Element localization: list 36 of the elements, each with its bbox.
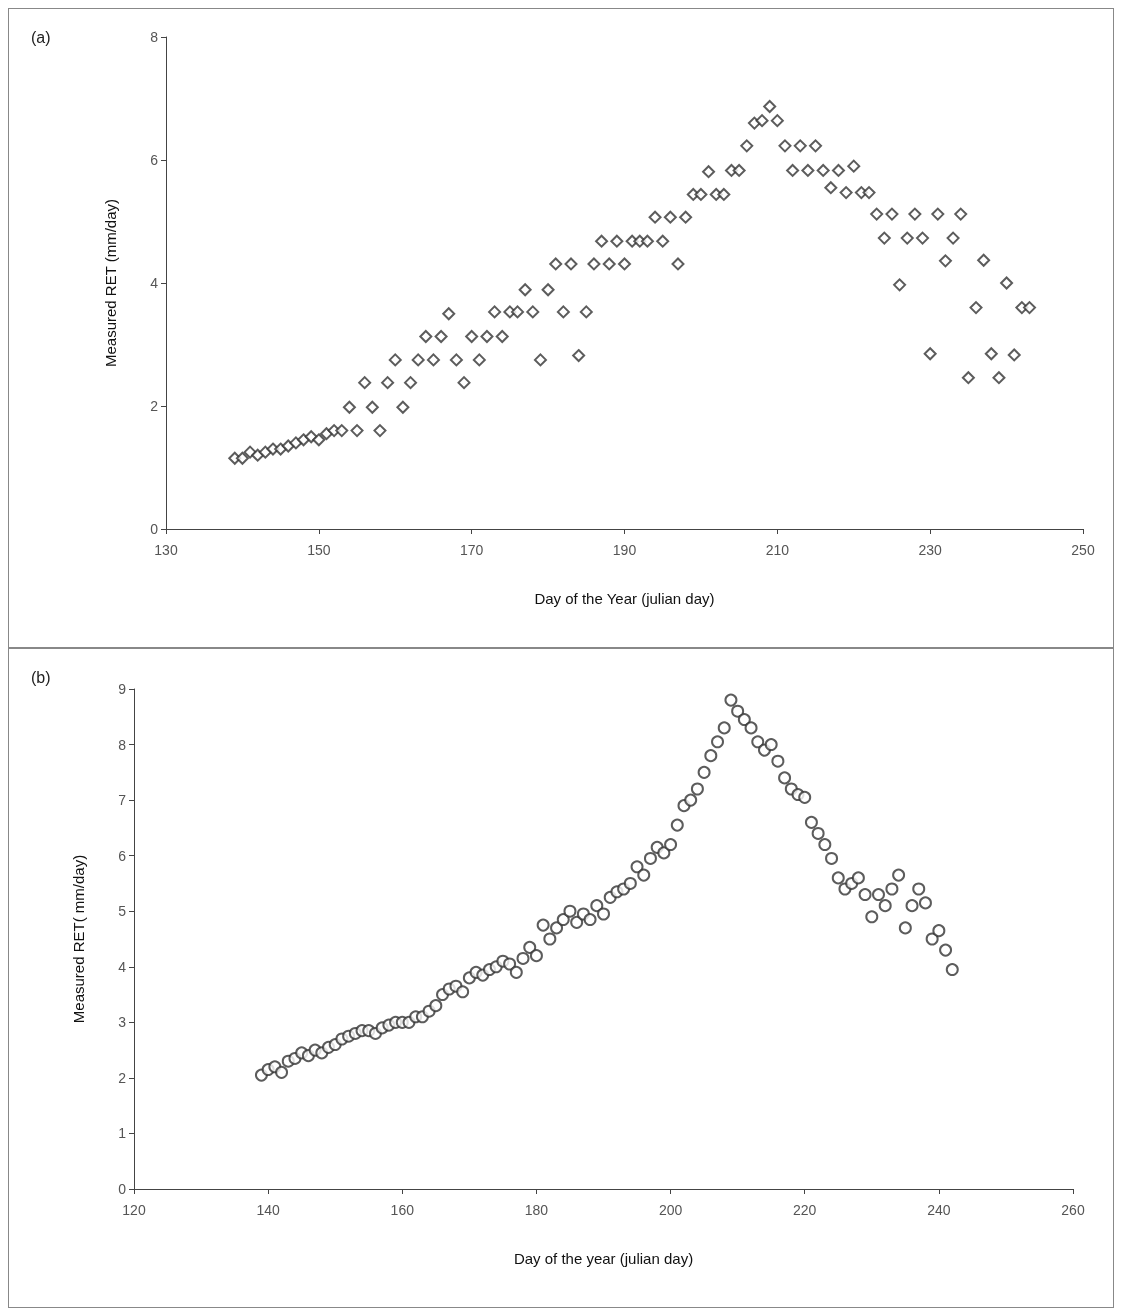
x-tick-label: 200 bbox=[658, 1202, 683, 1218]
y-tick-label: 4 bbox=[118, 958, 127, 975]
x-tick-label: 250 bbox=[1071, 542, 1095, 558]
y-tick-label: 0 bbox=[150, 521, 159, 537]
y-tick-label: 5 bbox=[118, 903, 127, 920]
x-tick-label: 240 bbox=[927, 1202, 951, 1218]
y-tick-label: 3 bbox=[118, 1014, 127, 1031]
y-tick-label: 6 bbox=[150, 152, 159, 168]
y-tick-label: 2 bbox=[150, 398, 159, 414]
x-tick-label: 170 bbox=[459, 542, 484, 558]
text: (b) bbox=[31, 668, 51, 686]
x-tick-label: 140 bbox=[256, 1202, 281, 1218]
x-tick-label: 160 bbox=[390, 1202, 415, 1218]
x-axis-title: Day of the Year (julian day) bbox=[534, 590, 715, 607]
x-tick-label: 120 bbox=[122, 1202, 146, 1218]
y-tick-label: 6 bbox=[118, 847, 127, 864]
y-tick-label: 8 bbox=[150, 29, 159, 45]
x-tick-label: 190 bbox=[612, 542, 637, 558]
x-tick-label: 220 bbox=[793, 1202, 817, 1218]
y-tick-label: 1 bbox=[118, 1125, 127, 1142]
x-tick-label: 230 bbox=[918, 542, 943, 558]
x-tick-label: 210 bbox=[765, 542, 790, 558]
x-tick-label: 130 bbox=[154, 542, 178, 558]
x-tick-label: 260 bbox=[1061, 1202, 1085, 1218]
y-tick-label: 7 bbox=[118, 792, 127, 809]
x-tick-label: 180 bbox=[524, 1202, 549, 1218]
y-axis-title: Measured RET( mm/day) bbox=[70, 854, 87, 1024]
y-axis-title: Measured RET (mm/day) bbox=[102, 198, 119, 368]
y-tick-label: 8 bbox=[118, 736, 127, 753]
y-tick-label: 9 bbox=[118, 681, 127, 697]
y-tick-label: 4 bbox=[150, 275, 159, 291]
x-axis-title: Day of the year (julian day) bbox=[513, 1250, 694, 1267]
y-tick-label: 2 bbox=[118, 1069, 127, 1086]
text: (a) bbox=[31, 28, 51, 46]
y-tick-label: 0 bbox=[118, 1181, 127, 1197]
x-tick-label: 150 bbox=[307, 542, 331, 558]
